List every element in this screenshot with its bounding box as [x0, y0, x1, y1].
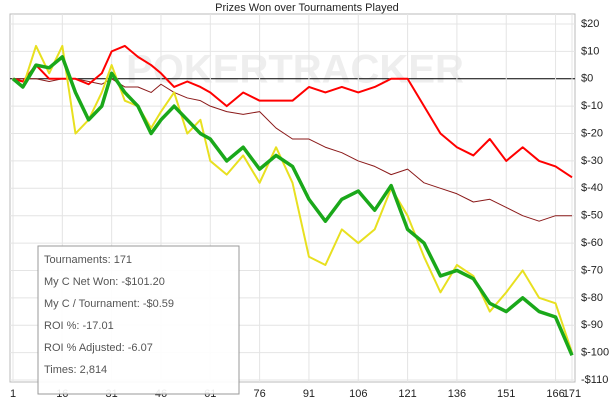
- info-text: My C Net Won: -$101.20: [44, 276, 165, 288]
- x-tick-label: 91: [303, 388, 315, 400]
- y-tick-label: $20: [581, 18, 599, 30]
- info-text: ROI % Adjusted: -6.07: [44, 342, 153, 354]
- x-tick-label: 76: [253, 388, 265, 400]
- x-tick-label: 171: [563, 388, 581, 400]
- info-text: ROI %: -17.01: [44, 320, 114, 332]
- y-tick-label: -$110: [581, 374, 608, 386]
- x-tick-label: 166: [546, 388, 564, 400]
- x-tick-label: 121: [398, 388, 416, 400]
- y-tick-label: $-10: [581, 100, 603, 112]
- y-tick-label: $-40: [581, 182, 603, 194]
- series-line: [12, 44, 573, 353]
- y-tick-label: $0: [581, 73, 593, 85]
- y-tick-label: $-60: [581, 237, 603, 249]
- info-box: [37, 245, 240, 395]
- x-tick-label: 136: [448, 388, 466, 400]
- series-line: [12, 44, 573, 179]
- y-tick-label: $-30: [581, 155, 603, 167]
- y-tick-label: $-20: [581, 127, 603, 139]
- y-tick-label: $-50: [581, 210, 603, 222]
- info-text: My C / Tournament: -$0.59: [44, 298, 174, 310]
- y-tick-label: $10: [581, 45, 599, 57]
- plot-frame: [9, 13, 576, 383]
- series-line: [13, 78, 572, 222]
- y-tick-label: $-80: [581, 292, 603, 304]
- info-text: Tournaments: 171: [44, 254, 132, 266]
- series-line: [11, 55, 574, 357]
- chart-title: Prizes Won over Tournaments Played: [215, 2, 399, 14]
- info-text: Times: 2,814: [44, 364, 107, 376]
- y-tick-label: $-100: [581, 347, 609, 359]
- x-tick-label: 151: [497, 388, 515, 400]
- y-tick-label: $-90: [581, 319, 603, 331]
- x-tick-label: 106: [349, 388, 367, 400]
- x-tick-label: 1: [10, 388, 16, 400]
- y-tick-label: $-70: [581, 264, 603, 276]
